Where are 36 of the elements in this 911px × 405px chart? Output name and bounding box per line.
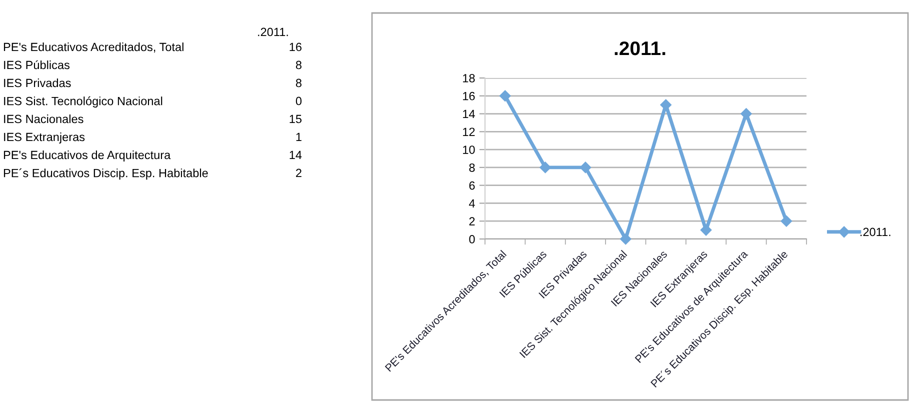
data-label: 8: [296, 60, 302, 70]
point: [620, 233, 632, 245]
category-label: IES Nacionales: [4, 114, 84, 124]
category-label: IES Extranjeras: [4, 132, 85, 144]
y-tick-label: 12: [463, 128, 475, 136]
y-tick-label: 0: [469, 235, 475, 244]
point: [499, 90, 511, 102]
category-label: IES Públicas: [4, 60, 70, 70]
data-label: 16: [290, 42, 302, 52]
category-label: PE's Educativos Acreditados, Total: [4, 42, 184, 53]
data-label: 14: [290, 150, 302, 160]
y-tick-label: 14: [463, 110, 475, 118]
y-tick-label: 2: [469, 217, 475, 226]
y-tick-label: 10: [463, 146, 475, 154]
data-label: 1: [296, 132, 302, 142]
legend-label: .2011.: [860, 228, 890, 236]
data-label: 15: [290, 114, 302, 124]
y-tick-label: 4: [468, 199, 475, 208]
y-tick-label: 6: [469, 181, 475, 190]
data-label: 8: [296, 78, 302, 88]
point: [740, 108, 752, 120]
point: [780, 216, 792, 227]
point: [540, 162, 551, 174]
data-label: 0: [296, 96, 302, 106]
data-label: 2: [296, 168, 302, 178]
y-tick-label: 18: [463, 74, 475, 82]
chart-title: .2011.: [614, 41, 666, 56]
y-tick-label: 16: [463, 92, 475, 100]
y-tick-label: 8: [469, 163, 475, 172]
category-label: PE's Educativos de Arquitectura: [4, 150, 171, 162]
category-label: IES Sist. Tecnológico Nacional: [4, 96, 162, 108]
point: [700, 224, 712, 236]
category-label: IES Privadas: [4, 78, 71, 88]
point: [580, 162, 592, 174]
category-label: PE´s Educativos Discip. Esp. Habitable: [4, 168, 208, 180]
text: .2011.: [258, 28, 288, 36]
